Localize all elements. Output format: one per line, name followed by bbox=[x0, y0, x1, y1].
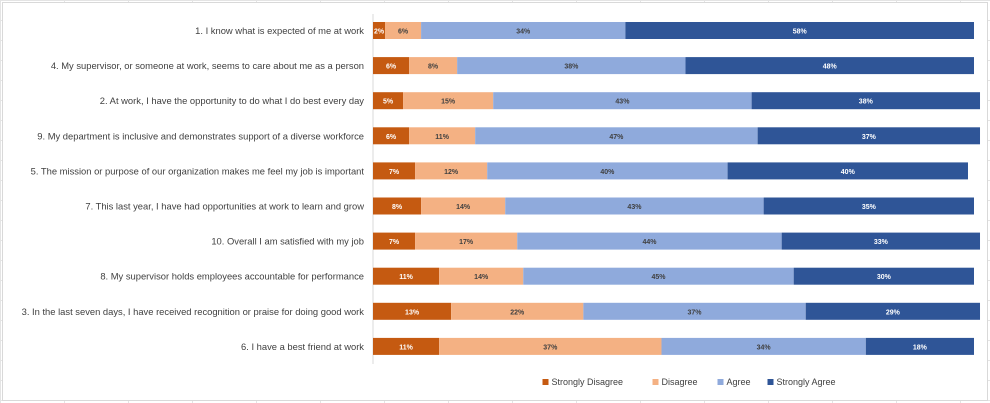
data-label: 15% bbox=[441, 99, 456, 106]
bar-segment[interactable] bbox=[727, 162, 968, 180]
category-label: 10. Overall I am satisfied with my job bbox=[211, 236, 364, 247]
data-label: 7% bbox=[389, 169, 400, 176]
data-label: 35% bbox=[862, 204, 877, 211]
bar-segment[interactable] bbox=[421, 22, 626, 39]
data-label: 38% bbox=[859, 99, 874, 106]
bar-segment[interactable] bbox=[805, 302, 981, 320]
data-label: 48% bbox=[823, 64, 838, 71]
data-label: 5% bbox=[383, 99, 394, 106]
data-label: 11% bbox=[399, 344, 413, 351]
bar-segment[interactable] bbox=[373, 337, 440, 355]
bar-segment[interactable] bbox=[373, 232, 416, 250]
bar-segment[interactable] bbox=[409, 127, 476, 145]
data-label: 33% bbox=[874, 239, 889, 246]
data-label: 30% bbox=[877, 274, 892, 281]
bar-segment[interactable] bbox=[523, 267, 794, 285]
bar-segment[interactable] bbox=[373, 197, 422, 215]
category-label: 8. My supervisor holds employees account… bbox=[100, 271, 364, 282]
data-label: 8% bbox=[392, 204, 403, 211]
bar-segment[interactable] bbox=[415, 162, 488, 180]
data-label: 37% bbox=[688, 309, 703, 316]
data-label: 12% bbox=[444, 169, 459, 176]
data-label: 18% bbox=[913, 344, 928, 351]
data-label: 43% bbox=[615, 99, 630, 106]
data-label: 13% bbox=[405, 309, 420, 316]
category-label: 3. In the last seven days, I have receiv… bbox=[22, 306, 365, 317]
data-label: 8% bbox=[428, 64, 439, 71]
data-label: 40% bbox=[841, 169, 856, 176]
bar-segment[interactable] bbox=[373, 127, 410, 145]
data-label: 34% bbox=[516, 29, 531, 36]
bar-segment[interactable] bbox=[403, 92, 494, 110]
bar-segment[interactable] bbox=[373, 162, 416, 180]
legend-label: Agree bbox=[727, 377, 751, 387]
category-label: 4. My supervisor, or someone at work, se… bbox=[51, 60, 364, 71]
data-label: 2% bbox=[374, 29, 385, 36]
bar-segment[interactable] bbox=[865, 337, 974, 355]
bar-segment[interactable] bbox=[373, 302, 452, 320]
data-label: 45% bbox=[651, 274, 666, 281]
data-label: 37% bbox=[543, 344, 558, 351]
legend-swatch bbox=[542, 379, 549, 385]
data-label: 38% bbox=[564, 64, 579, 71]
bar-segment[interactable] bbox=[421, 197, 506, 215]
bar-segment[interactable] bbox=[751, 92, 981, 110]
category-label: 2. At work, I have the opportunity to do… bbox=[100, 95, 365, 106]
category-label: 1. I know what is expected of me at work bbox=[195, 25, 364, 36]
legend-label: Strongly Disagree bbox=[552, 377, 624, 387]
bar-segment[interactable] bbox=[517, 232, 782, 250]
legend-swatch bbox=[717, 379, 724, 385]
data-label: 37% bbox=[862, 134, 877, 141]
bar-segment[interactable] bbox=[625, 22, 974, 39]
bar-segment[interactable] bbox=[583, 302, 806, 320]
bar-segment[interactable] bbox=[685, 57, 974, 75]
bar-segment[interactable] bbox=[457, 57, 686, 75]
bar-segment[interactable] bbox=[373, 22, 386, 39]
data-label: 14% bbox=[456, 204, 471, 211]
bar-segment[interactable] bbox=[661, 337, 866, 355]
data-label: 47% bbox=[609, 134, 624, 141]
bar-segment[interactable] bbox=[385, 22, 422, 39]
data-label: 6% bbox=[398, 29, 409, 36]
legend-label: Strongly Agree bbox=[777, 377, 836, 387]
category-label: 9. My department is inclusive and demons… bbox=[37, 130, 364, 141]
category-label: 6. I have a best friend at work bbox=[241, 341, 364, 352]
bar-segment[interactable] bbox=[409, 57, 458, 75]
data-label: 40% bbox=[600, 169, 615, 176]
data-label: 17% bbox=[459, 239, 474, 246]
legend-label: Disagree bbox=[662, 377, 698, 387]
bar-segment[interactable] bbox=[505, 197, 764, 215]
legend-swatch bbox=[652, 379, 659, 385]
data-label: 34% bbox=[757, 344, 772, 351]
data-label: 6% bbox=[386, 64, 397, 71]
bar-segment[interactable] bbox=[793, 267, 974, 285]
bar-segment[interactable] bbox=[373, 57, 410, 75]
data-label: 44% bbox=[642, 239, 657, 246]
data-label: 29% bbox=[886, 309, 901, 316]
bar-segment[interactable] bbox=[373, 267, 440, 285]
bar-segment[interactable] bbox=[439, 267, 524, 285]
bar-segment[interactable] bbox=[781, 232, 981, 250]
data-label: 6% bbox=[386, 134, 397, 141]
data-label: 22% bbox=[510, 309, 525, 316]
data-label: 43% bbox=[627, 204, 642, 211]
data-label: 11% bbox=[399, 274, 413, 281]
data-label: 14% bbox=[474, 274, 489, 281]
bar-segment[interactable] bbox=[373, 92, 404, 110]
category-label: 7. This last year, I have had opportunit… bbox=[85, 201, 364, 212]
bar-segment[interactable] bbox=[475, 127, 758, 145]
category-label: 5. The mission or purpose of our organiz… bbox=[31, 165, 365, 176]
data-label: 58% bbox=[793, 29, 808, 36]
bar-segment[interactable] bbox=[763, 197, 974, 215]
bar-segment[interactable] bbox=[415, 232, 518, 250]
bar-segment[interactable] bbox=[439, 337, 662, 355]
data-label: 7% bbox=[389, 239, 400, 246]
data-label: 11% bbox=[435, 134, 449, 141]
bar-segment[interactable] bbox=[493, 92, 752, 110]
legend-swatch bbox=[767, 379, 774, 385]
bar-segment[interactable] bbox=[451, 302, 584, 320]
bar-segment[interactable] bbox=[487, 162, 728, 180]
bar-segment[interactable] bbox=[757, 127, 981, 145]
